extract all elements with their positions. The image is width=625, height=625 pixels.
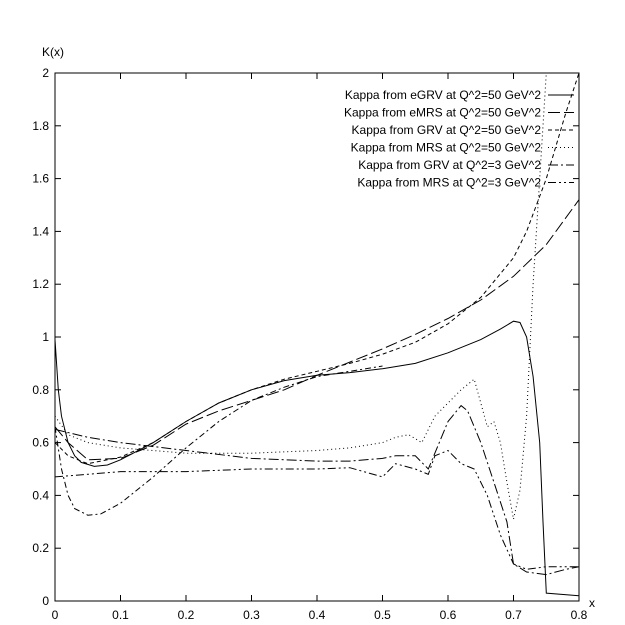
tick-labels: 0 0.1 0.2 0.3 0.4 0.5 0.6 0.7 0.8 0 0.2 0.4 0.6 0.8 1 1… (32, 66, 587, 622)
x-tick-label: 0.5 (374, 608, 391, 622)
y-tick-label: 0.4 (32, 488, 49, 502)
series-lines (55, 73, 579, 597)
series-line-2 (55, 199, 579, 461)
x-tick-label: 0.7 (505, 608, 522, 622)
series-line-7 (55, 365, 383, 516)
y-tick-label: 0.8 (32, 383, 49, 397)
x-tick-label: 0.6 (440, 608, 457, 622)
legend-label: Kappa from GRV at Q^2=3 GeV^2 (358, 158, 541, 172)
series-line-6 (55, 449, 579, 570)
x-tick-label: 0.4 (309, 608, 326, 622)
legend: Kappa from eGRV at Q^2=50 GeV^2 Kappa fro… (344, 88, 574, 190)
y-tick-label: 1 (42, 330, 49, 344)
tick-marks (54, 72, 580, 602)
series-line-3 (55, 73, 579, 465)
legend-label: Kappa from MRS at Q^2=50 GeV^2 (351, 141, 542, 155)
legend-label: Kappa from GRV at Q^2=50 GeV^2 (352, 123, 542, 137)
series-line-1 (55, 320, 579, 597)
x-axis-label: x (589, 596, 595, 610)
y-axis-label: K(x) (42, 45, 64, 59)
x-tick-label: 0.2 (178, 608, 195, 622)
series-line-4 (55, 73, 547, 520)
y-tick-label: 1.8 (32, 119, 49, 133)
x-tick-label: 0.1 (112, 608, 129, 622)
y-tick-label: 0.2 (32, 541, 49, 555)
y-tick-label: 2 (42, 66, 49, 80)
y-tick-label: 1.4 (32, 224, 49, 238)
legend-label: Kappa from MRS at Q^2=3 GeV^2 (357, 176, 541, 190)
y-tick-label: 0 (42, 594, 49, 608)
x-tick-label: 0.3 (243, 608, 260, 622)
y-tick-label: 1.6 (32, 172, 49, 186)
legend-label: Kappa from eGRV at Q^2=50 GeV^2 (345, 88, 541, 102)
y-tick-label: 1.2 (32, 277, 49, 291)
y-tick-label: 0.6 (32, 436, 49, 450)
legend-label: Kappa from eMRS at Q^2=50 GeV^2 (344, 106, 541, 120)
x-tick-label: 0 (52, 608, 59, 622)
series-line-5 (55, 404, 579, 576)
x-tick-label: 0.8 (571, 608, 588, 622)
